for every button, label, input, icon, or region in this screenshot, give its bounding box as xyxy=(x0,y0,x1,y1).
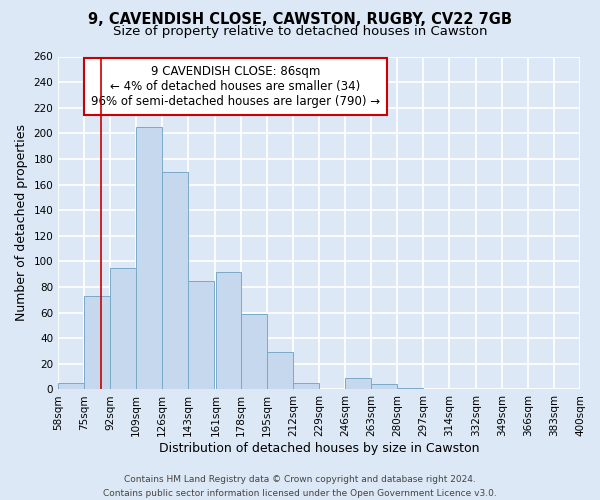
Text: 9 CAVENDISH CLOSE: 86sqm
← 4% of detached houses are smaller (34)
96% of semi-de: 9 CAVENDISH CLOSE: 86sqm ← 4% of detache… xyxy=(91,65,380,108)
Bar xyxy=(397,388,422,390)
Bar xyxy=(293,383,319,390)
Y-axis label: Number of detached properties: Number of detached properties xyxy=(15,124,28,322)
Text: Contains HM Land Registry data © Crown copyright and database right 2024.
Contai: Contains HM Land Registry data © Crown c… xyxy=(103,476,497,498)
Bar xyxy=(136,127,161,390)
Bar xyxy=(268,352,293,390)
Bar xyxy=(241,314,267,390)
X-axis label: Distribution of detached houses by size in Cawston: Distribution of detached houses by size … xyxy=(159,442,479,455)
Bar xyxy=(215,272,241,390)
Bar xyxy=(58,383,84,390)
Bar xyxy=(85,296,110,390)
Bar xyxy=(188,280,214,390)
Text: 9, CAVENDISH CLOSE, CAWSTON, RUGBY, CV22 7GB: 9, CAVENDISH CLOSE, CAWSTON, RUGBY, CV22… xyxy=(88,12,512,28)
Bar xyxy=(371,384,397,390)
Text: Size of property relative to detached houses in Cawston: Size of property relative to detached ho… xyxy=(113,24,487,38)
Bar xyxy=(345,378,371,390)
Bar xyxy=(162,172,188,390)
Bar xyxy=(110,268,136,390)
